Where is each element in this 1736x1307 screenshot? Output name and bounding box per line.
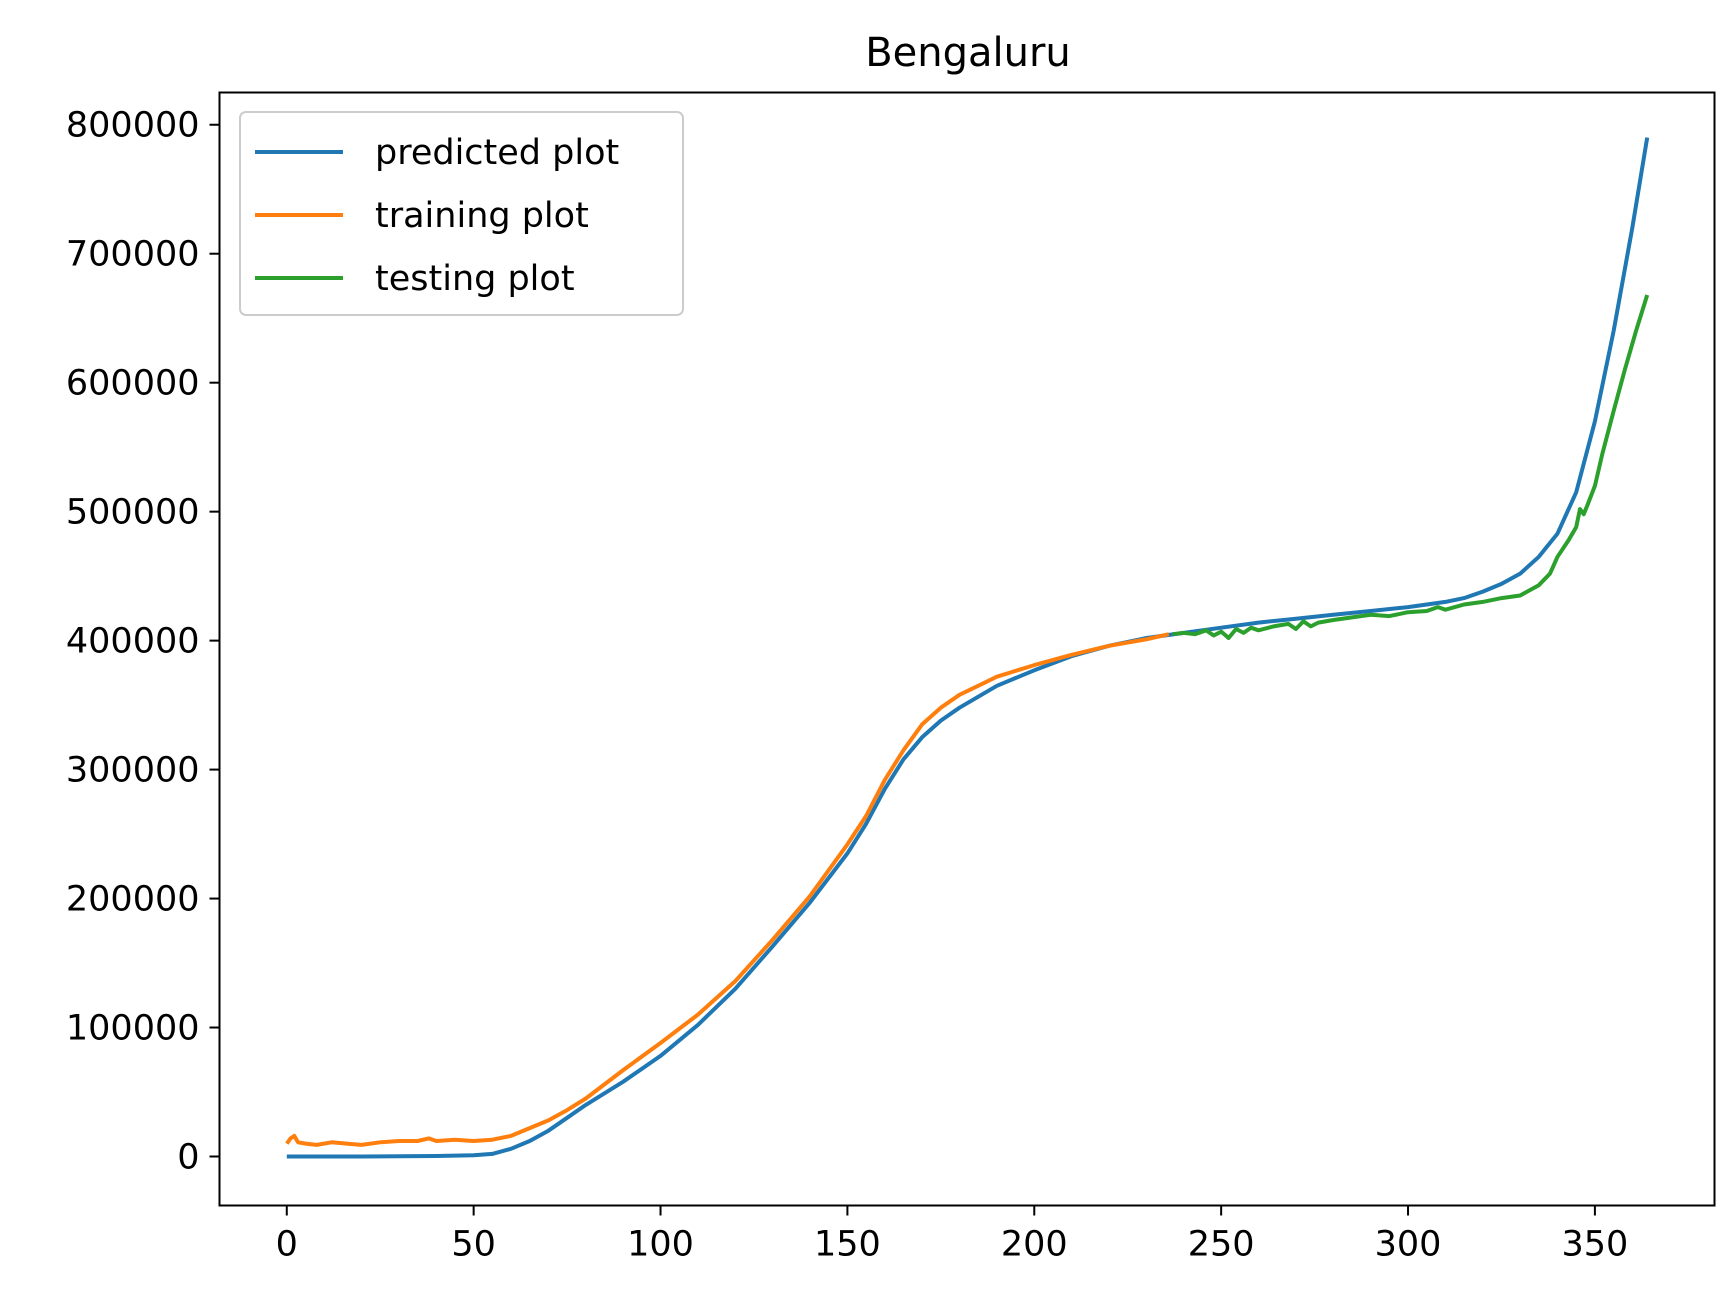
- legend: predicted plot training plot testing plot: [239, 111, 684, 316]
- series-line-1: [285, 632, 1170, 1147]
- y-axis: 0 100000 200000 300000 400000 500000 600000 700…: [66, 106, 220, 1177]
- y-tick-label: 600000: [66, 364, 200, 404]
- x-tick-label: 0: [276, 1225, 298, 1265]
- plot-area-frame: [218, 91, 1716, 1207]
- legend-label-0: predicted plot: [375, 133, 619, 173]
- x-tick-label: 50: [451, 1225, 496, 1265]
- legend-label-2: testing plot: [375, 259, 575, 299]
- x-tick-label: 350: [1561, 1225, 1628, 1265]
- y-tick-label: 0: [177, 1137, 199, 1177]
- legend-frame: [239, 111, 684, 316]
- y-tick-label: 500000: [66, 493, 200, 533]
- y-tick-label: 300000: [66, 751, 200, 791]
- chart-title: Bengaluru: [865, 30, 1071, 76]
- legend-label-1: training plot: [375, 196, 589, 236]
- x-tick-label: 200: [1001, 1225, 1068, 1265]
- y-tick-label: 700000: [66, 235, 200, 275]
- series-line-0: [286, 137, 1650, 1159]
- y-tick-label: 100000: [66, 1009, 200, 1049]
- y-tick-label: 200000: [66, 880, 200, 920]
- x-tick-label: 250: [1188, 1225, 1255, 1265]
- x-axis: 0 50 100 150 200 250 300 350: [276, 1205, 1628, 1265]
- y-tick-label: 400000: [66, 622, 200, 662]
- x-tick-label: 100: [627, 1225, 694, 1265]
- series-line-2: [1172, 294, 1650, 640]
- x-tick-label: 300: [1375, 1225, 1442, 1265]
- x-tick-label: 150: [814, 1225, 881, 1265]
- chart-marks: [285, 137, 1650, 1159]
- y-tick-label: 800000: [66, 106, 200, 146]
